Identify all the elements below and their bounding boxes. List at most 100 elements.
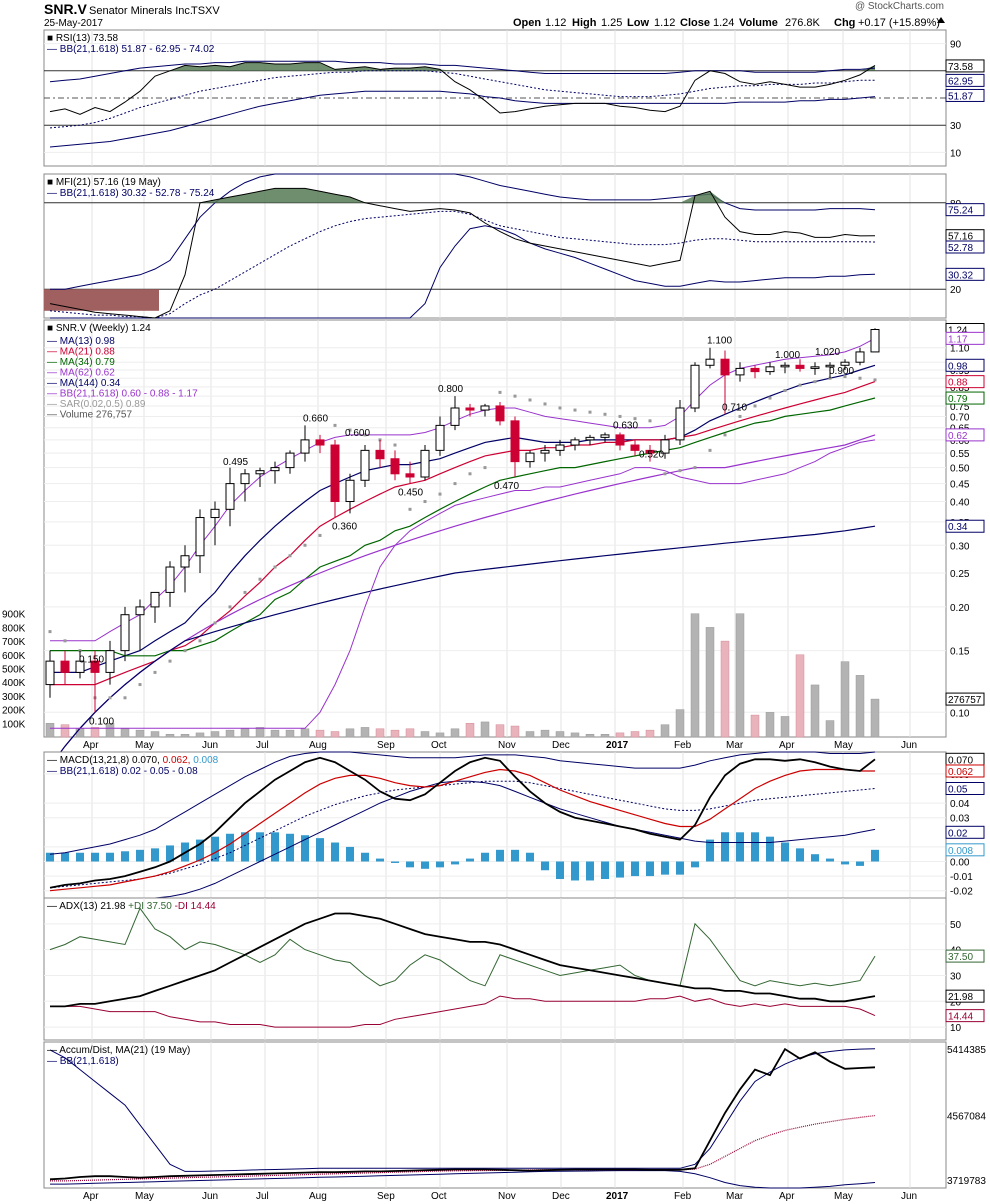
- mfi-tick-label: 20: [950, 285, 962, 296]
- price-annotation: 0.470: [494, 481, 519, 492]
- volume-bar: [330, 731, 340, 738]
- macd-histogram-bar: [481, 852, 489, 862]
- volume-bar: [660, 724, 670, 738]
- mfi-bb-middle-line: [49, 210, 876, 319]
- sar-dot: [663, 472, 667, 476]
- close-value: 1.24: [713, 17, 734, 29]
- candle-body: [405, 473, 415, 478]
- sar-dot: [168, 659, 172, 663]
- low-value: 1.12: [654, 17, 675, 29]
- candle-body: [825, 364, 835, 368]
- candle-body: [765, 366, 775, 373]
- month-label: Apr: [779, 740, 795, 751]
- macd-histogram-bar: [691, 861, 699, 868]
- macd-line: [49, 756, 876, 889]
- month-label: Sep: [377, 740, 395, 751]
- candle-body: [240, 473, 250, 485]
- sar-dot: [423, 500, 427, 504]
- candle-body: [75, 660, 85, 673]
- macd-histogram-bar: [466, 858, 474, 862]
- last-value-label: 30.32: [948, 270, 973, 281]
- quote-line: Open 1.12 High 1.25 Low 1.12 Close 1.24 …: [513, 17, 945, 29]
- macd-histogram-bar: [781, 842, 789, 862]
- adx-panel-frame: [43, 897, 947, 1041]
- macd-histogram-bar: [871, 849, 879, 862]
- sar-dot: [708, 448, 712, 452]
- macd-histogram-bar: [256, 832, 264, 862]
- mfi-overbought-fill: [200, 188, 725, 203]
- ad-bb-lower-line: [50, 1170, 876, 1189]
- last-value-box: [945, 375, 985, 389]
- rsi-panel: 90 30 10 ■ RSI(13) 73.58— BB(21,1.618) 51.8…: [43, 29, 985, 167]
- volume-bar: [390, 729, 400, 738]
- month-label: Jun: [202, 740, 218, 751]
- price-annotation: 0.150: [79, 655, 104, 666]
- plus-di-line: [49, 907, 876, 987]
- candle-body: [855, 351, 865, 363]
- legend-entry: — Accum/Dist, MA(21) (19 May): [47, 1045, 190, 1056]
- month-label: Nov: [498, 1191, 516, 1202]
- candle-body: [870, 329, 880, 353]
- volume-bar: [495, 724, 505, 738]
- sar-dot: [408, 507, 412, 511]
- candle-body: [390, 458, 400, 475]
- adx-panel: 5040302010— ADX(13) 21.98 +DI 37.50 -DI …: [43, 897, 985, 1041]
- adx-tick-label: 20: [950, 997, 962, 1008]
- macd-histogram-bar: [811, 854, 819, 862]
- last-value-label: 0.34: [948, 522, 968, 533]
- sar-dot: [738, 414, 742, 418]
- candle-body: [120, 614, 130, 652]
- open-label: Open: [513, 17, 541, 29]
- macd-histogram-bar: [706, 839, 714, 862]
- volume-bar: [240, 728, 250, 738]
- macd-histogram-bar: [751, 832, 759, 862]
- legend-entry: — MA(13) 0.98: [47, 336, 115, 347]
- last-value-box: [945, 692, 985, 706]
- candle-body: [60, 660, 70, 673]
- month-label: May: [135, 740, 154, 751]
- legend-entry: — BB(21,1.618): [47, 1056, 119, 1067]
- last-value-label: 75.24: [948, 206, 973, 217]
- sar-dot: [198, 639, 202, 643]
- sar-dot: [588, 410, 592, 414]
- sar-dot: [288, 554, 292, 558]
- candle-body: [360, 449, 370, 481]
- sar-dot: [843, 375, 847, 379]
- candle-body: [135, 606, 145, 616]
- volume-bar: [255, 727, 265, 738]
- last-value-box: [945, 391, 985, 405]
- volume-bar: [315, 729, 325, 738]
- macd-histogram-bar: [526, 852, 534, 862]
- macd-histogram-bar: [571, 861, 579, 881]
- sar-dot: [543, 402, 547, 406]
- volume-bar: [60, 724, 70, 738]
- month-label: May: [834, 740, 853, 751]
- candle-body: [810, 366, 820, 369]
- volume-bar: [180, 734, 190, 738]
- candle-body: [105, 650, 115, 673]
- chg-label: Chg: [834, 17, 855, 29]
- month-label: Sep: [377, 1191, 395, 1202]
- last-value-label: 73.58: [948, 62, 973, 73]
- legend-entry: — MA(21) 0.88: [47, 347, 115, 358]
- volume-bar: [645, 729, 655, 738]
- price-panel: 1.101.000.950.900.850.800.750.700.650.60…: [2, 319, 985, 767]
- candle-body: [840, 361, 850, 366]
- volume-bar: [525, 731, 535, 738]
- sar-dot: [498, 390, 502, 394]
- macd-histogram-bar: [76, 852, 84, 862]
- ad-tick-label: 3719783: [947, 1176, 986, 1187]
- price-tick-label: 0.50: [950, 464, 970, 475]
- month-label: Mar: [726, 1191, 744, 1202]
- sar-dot: [363, 433, 367, 437]
- last-value-label: 1.24: [948, 326, 968, 337]
- candle-body: [690, 364, 700, 409]
- legend-entry: — BB(21,1.618) 51.87 - 62.95 - 74.02: [47, 44, 215, 55]
- candle-body: [585, 436, 595, 441]
- sar-dot: [723, 433, 727, 437]
- price-annotation: 0.100: [89, 716, 114, 727]
- volume-bar: [450, 728, 460, 738]
- month-label: Jun: [901, 1191, 917, 1202]
- candle-body: [210, 508, 220, 519]
- volume-bar: [690, 613, 700, 738]
